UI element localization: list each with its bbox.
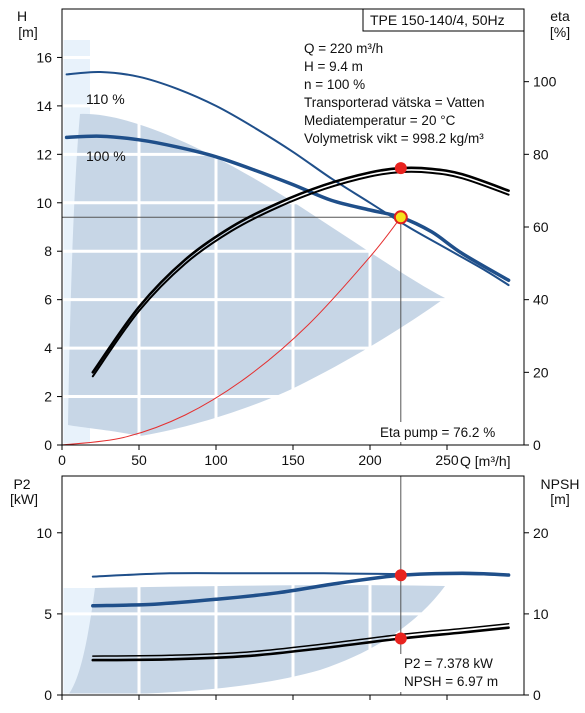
- bottom-series: [91, 476, 511, 695]
- top-grid: [62, 9, 524, 445]
- npsh-axis-label-2: [m]: [550, 491, 569, 507]
- info-panel: Q = 220 m³/h H = 9.4 m n = 100 % Transpo…: [304, 41, 484, 146]
- info-line-density: Volymetrisk vikt = 998.2 kg/m³: [304, 131, 484, 146]
- h-tick-label: 6: [44, 292, 52, 308]
- eta-point-marker: [394, 162, 407, 175]
- operating-point-marker: [393, 210, 408, 225]
- info-line-q: Q = 220 m³/h: [304, 41, 383, 56]
- info-line-liquid: Transporterad vätska = Vatten: [304, 95, 484, 110]
- eta-tick-label: 40: [533, 292, 549, 308]
- h-tick-label: 8: [44, 243, 52, 259]
- npsh-tick-label: 10: [533, 606, 549, 622]
- top-series: [62, 70, 511, 445]
- bottom-ticks: 0 5 10 0 10 20: [36, 525, 548, 703]
- h-tick-label: 10: [36, 195, 52, 211]
- eta-axis-label-2: [%]: [550, 24, 570, 40]
- info-line-h: H = 9.4 m: [304, 59, 363, 74]
- npsh-curve-line: [91, 626, 510, 662]
- p2-tick-label: 5: [44, 606, 52, 622]
- bottom-grid: [62, 476, 524, 695]
- curve-label-100: 100 %: [86, 148, 126, 164]
- h-tick-label: 12: [36, 146, 52, 162]
- eta-tick-label: 100: [533, 74, 557, 90]
- eta-tick-label: 20: [533, 364, 549, 380]
- npsh-curve-line-outer: [92, 622, 510, 657]
- x-tick-label: 0: [58, 452, 66, 468]
- h-tick-label: 2: [44, 389, 52, 405]
- system-curve-line: [62, 216, 402, 445]
- p2-curve-100-line: [91, 571, 511, 608]
- eta-tick-label: 0: [533, 437, 541, 453]
- eta-pump-label: Eta pump = 76.2 %: [380, 425, 495, 440]
- x-tick-label: 150: [281, 452, 305, 468]
- h-tick-label: 0: [44, 437, 52, 453]
- chart-title: TPE 150-140/4, 50Hz: [370, 12, 505, 28]
- h-tick-label: 16: [36, 49, 52, 65]
- p2-tick-label: 10: [36, 525, 52, 541]
- eta-curve-line-outer: [91, 170, 510, 378]
- p2-tick-label: 0: [44, 687, 52, 703]
- h-axis-label-2: [m]: [18, 24, 37, 40]
- p2-axis-label-2: [kW]: [10, 491, 38, 507]
- top-ticks: 0 50 100 150 200 250 0 2 4 6 8 10 12 14 16 0 20 40 60 80 100: [36, 49, 556, 468]
- result-label-box: [400, 654, 518, 692]
- h-tick-label: 4: [44, 340, 52, 356]
- operating-range-area: [68, 113, 445, 436]
- p2-value-label: P2 = 7.378 kW: [404, 656, 493, 671]
- x-tick-label: 200: [358, 452, 382, 468]
- npsh-tick-label: 20: [533, 525, 549, 541]
- x-tick-label: 100: [204, 452, 228, 468]
- eta-tick-label: 60: [533, 219, 549, 235]
- title-box: [362, 8, 525, 32]
- x-axis-label: Q [m³/h]: [460, 453, 511, 469]
- h-tick-label: 14: [36, 98, 52, 114]
- npsh-tick-label: 0: [533, 687, 541, 703]
- info-line-temperature: Mediatemperatur = 20 °C: [304, 113, 456, 128]
- eta-label-box: [376, 422, 518, 442]
- npsh-value-label: NPSH = 6.97 m: [404, 674, 498, 689]
- eta-tick-label: 80: [533, 146, 549, 162]
- eta-curve-line: [91, 166, 510, 374]
- info-line-n: n = 100 %: [304, 77, 365, 92]
- head-curve-110-line: [65, 70, 510, 287]
- x-tick-label: 50: [131, 452, 147, 468]
- eta-axis-label-1: eta: [550, 8, 570, 24]
- head-curve-100-line: [64, 134, 511, 283]
- npsh-point-marker: [394, 632, 407, 645]
- p2-axis-label-1: P2: [13, 476, 30, 492]
- curve-label-110: 110 %: [86, 91, 125, 107]
- p2-point-marker: [394, 569, 407, 582]
- h-axis-label-1: H: [17, 8, 27, 24]
- npsh-axis-label-1: NPSH: [541, 476, 580, 492]
- x-tick-label: 250: [435, 452, 459, 468]
